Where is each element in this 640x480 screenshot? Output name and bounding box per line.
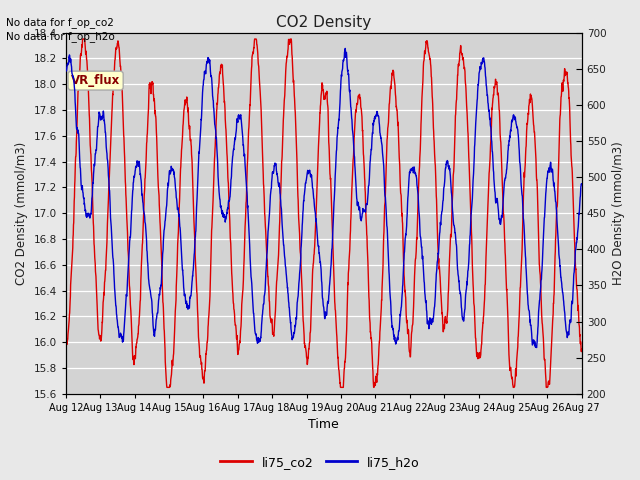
- li75_co2: [533, 177, 541, 183]
- Text: VR_flux: VR_flux: [71, 74, 120, 87]
- li75_h2o: [474, 89, 481, 95]
- Y-axis label: H2O Density (mmol/m3): H2O Density (mmol/m3): [612, 141, 625, 285]
- li75_h2o: [350, 146, 358, 152]
- li75_h2o: [547, 164, 555, 169]
- li75_h2o: [62, 65, 70, 71]
- li75_co2: [474, 356, 482, 361]
- Line: li75_h2o: li75_h2o: [66, 48, 582, 348]
- Text: No data for f_op_h2o: No data for f_op_h2o: [6, 31, 115, 42]
- Legend: li75_co2, li75_h2o: li75_co2, li75_h2o: [215, 451, 425, 474]
- Text: No data for f_op_co2: No data for f_op_co2: [6, 17, 115, 28]
- li75_co2: [79, 36, 86, 42]
- li75_co2: [163, 384, 171, 390]
- Title: CO2 Density: CO2 Density: [276, 15, 371, 30]
- X-axis label: Time: Time: [308, 419, 339, 432]
- li75_h2o: [341, 46, 349, 51]
- li75_co2: [339, 384, 347, 390]
- li75_h2o: [339, 67, 346, 72]
- li75_h2o: [206, 57, 214, 63]
- li75_h2o: [578, 181, 586, 187]
- li75_co2: [547, 354, 555, 360]
- li75_co2: [350, 137, 358, 143]
- li75_h2o: [532, 345, 540, 350]
- Y-axis label: CO2 Density (mmol/m3): CO2 Density (mmol/m3): [15, 142, 28, 285]
- li75_co2: [578, 348, 586, 354]
- li75_co2: [206, 284, 214, 289]
- li75_h2o: [533, 345, 541, 350]
- Line: li75_co2: li75_co2: [66, 39, 582, 387]
- li75_co2: [62, 336, 70, 342]
